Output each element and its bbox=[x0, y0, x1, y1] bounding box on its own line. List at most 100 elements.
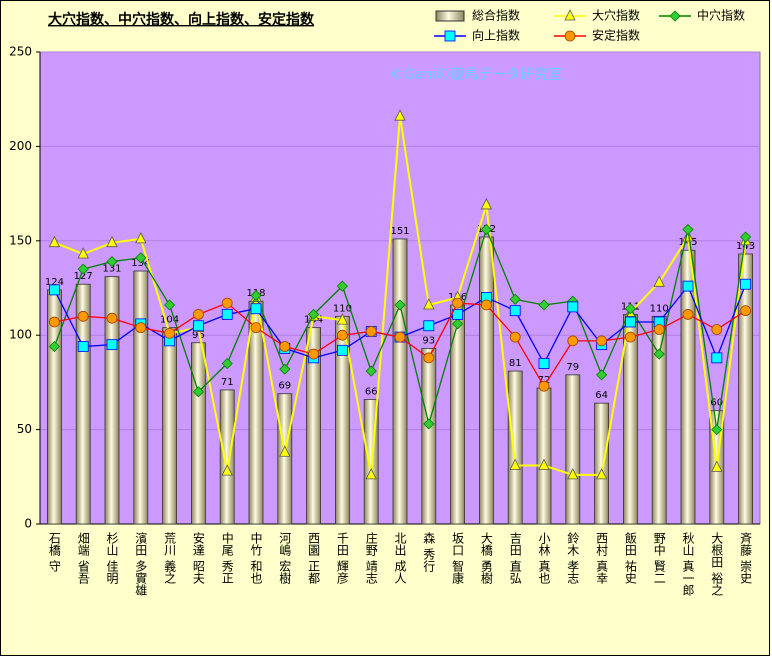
marker bbox=[509, 458, 521, 470]
marker bbox=[711, 324, 723, 335]
marker bbox=[564, 30, 576, 42]
x-tick-label: 秋山 真一郎 bbox=[681, 532, 695, 596]
marker bbox=[711, 460, 723, 472]
marker bbox=[596, 335, 607, 347]
marker bbox=[77, 341, 89, 352]
x-tick-label: 中尾 秀正 bbox=[220, 531, 234, 584]
marker bbox=[250, 303, 262, 315]
marker bbox=[221, 357, 233, 370]
data-label: 79 bbox=[566, 362, 579, 373]
marker bbox=[394, 109, 406, 121]
marker bbox=[336, 329, 348, 341]
marker bbox=[394, 331, 406, 343]
data-label: 69 bbox=[278, 381, 291, 392]
x-tick-label: 大根田 裕之 bbox=[710, 532, 724, 596]
bar bbox=[104, 276, 120, 525]
data-label: 81 bbox=[509, 358, 522, 369]
marker bbox=[394, 299, 406, 311]
y-tick-label: 0 bbox=[24, 517, 32, 531]
marker bbox=[682, 309, 694, 320]
marker bbox=[365, 365, 377, 377]
marker bbox=[192, 309, 204, 320]
x-tick-label: 千田 輝彦 bbox=[335, 532, 349, 585]
marker bbox=[596, 369, 608, 381]
y-tick-label: 250 bbox=[9, 45, 32, 59]
marker bbox=[480, 223, 492, 236]
marker bbox=[336, 344, 348, 356]
marker bbox=[106, 256, 118, 268]
data-label: 124 bbox=[45, 277, 64, 288]
marker bbox=[423, 352, 435, 364]
bar bbox=[738, 253, 753, 525]
x-tick-label: 吉田 直弘 bbox=[508, 532, 522, 584]
data-label: 64 bbox=[595, 390, 608, 401]
bar bbox=[536, 387, 552, 525]
bar bbox=[565, 374, 581, 525]
marker bbox=[624, 303, 636, 315]
marker bbox=[279, 341, 291, 352]
marker bbox=[480, 198, 493, 210]
marker bbox=[509, 331, 521, 343]
marker bbox=[106, 339, 118, 351]
data-label: 96 bbox=[192, 330, 205, 341]
marker bbox=[538, 458, 550, 470]
marker bbox=[221, 464, 233, 476]
x-tick-label: 濱田 多實雄 bbox=[134, 532, 148, 596]
y-tick-label: 50 bbox=[17, 422, 32, 436]
marker bbox=[669, 10, 681, 22]
marker bbox=[192, 320, 204, 332]
bar bbox=[450, 304, 466, 525]
x-tick-label: 安達 昭夫 bbox=[191, 531, 205, 585]
x-tick-label: 飯田 祐史 bbox=[623, 531, 637, 584]
x-tick-label: 中竹 和也 bbox=[249, 531, 263, 584]
marker bbox=[740, 278, 751, 290]
marker bbox=[653, 324, 665, 335]
bar bbox=[507, 370, 523, 525]
bar bbox=[133, 270, 149, 525]
x-tick-label: 河嶋 宏樹 bbox=[278, 532, 292, 584]
legend-label: 向上指数 bbox=[472, 28, 520, 43]
x-tick-label: 斉藤 崇史 bbox=[739, 531, 753, 584]
marker bbox=[250, 289, 262, 302]
marker bbox=[480, 299, 492, 311]
data-label: 71 bbox=[221, 377, 234, 388]
marker bbox=[682, 223, 694, 236]
watermark: ©Ganiの競馬データ研究室 bbox=[390, 66, 562, 83]
marker bbox=[135, 232, 147, 244]
x-tick-label: 西村 真幸 bbox=[595, 532, 609, 584]
marker bbox=[77, 310, 89, 322]
marker bbox=[365, 326, 377, 337]
bar bbox=[219, 389, 235, 525]
marker bbox=[77, 247, 89, 259]
marker bbox=[308, 308, 320, 320]
marker bbox=[48, 235, 61, 248]
bar bbox=[190, 342, 206, 525]
x-tick-label: 庄野 靖志 bbox=[364, 531, 378, 584]
x-tick-label: 小林 真也 bbox=[537, 532, 551, 584]
marker bbox=[279, 363, 291, 375]
x-tick-label: 鈴木 孝志 bbox=[566, 531, 580, 584]
marker bbox=[564, 9, 576, 21]
bar bbox=[392, 238, 408, 525]
marker bbox=[711, 424, 723, 436]
data-label: 60 bbox=[710, 398, 723, 409]
x-tick-label: 杉山 佳明 bbox=[105, 532, 119, 585]
data-label: 134 bbox=[131, 258, 150, 269]
marker bbox=[423, 418, 435, 430]
x-tick-label: 西園 正都 bbox=[307, 532, 321, 584]
marker bbox=[625, 316, 636, 328]
marker bbox=[336, 280, 348, 292]
chart-title: 大穴指数、中穴指数、向上指数、安定指数 bbox=[48, 11, 315, 28]
marker bbox=[452, 309, 464, 320]
marker bbox=[48, 340, 60, 353]
x-tick-label: 石橋 守 bbox=[47, 532, 61, 572]
marker bbox=[106, 312, 118, 324]
marker bbox=[509, 305, 521, 317]
marker bbox=[49, 316, 60, 328]
marker bbox=[365, 468, 377, 480]
marker bbox=[423, 298, 435, 310]
marker bbox=[221, 297, 233, 309]
marker bbox=[538, 299, 550, 311]
bar bbox=[421, 348, 437, 525]
marker bbox=[538, 358, 550, 369]
